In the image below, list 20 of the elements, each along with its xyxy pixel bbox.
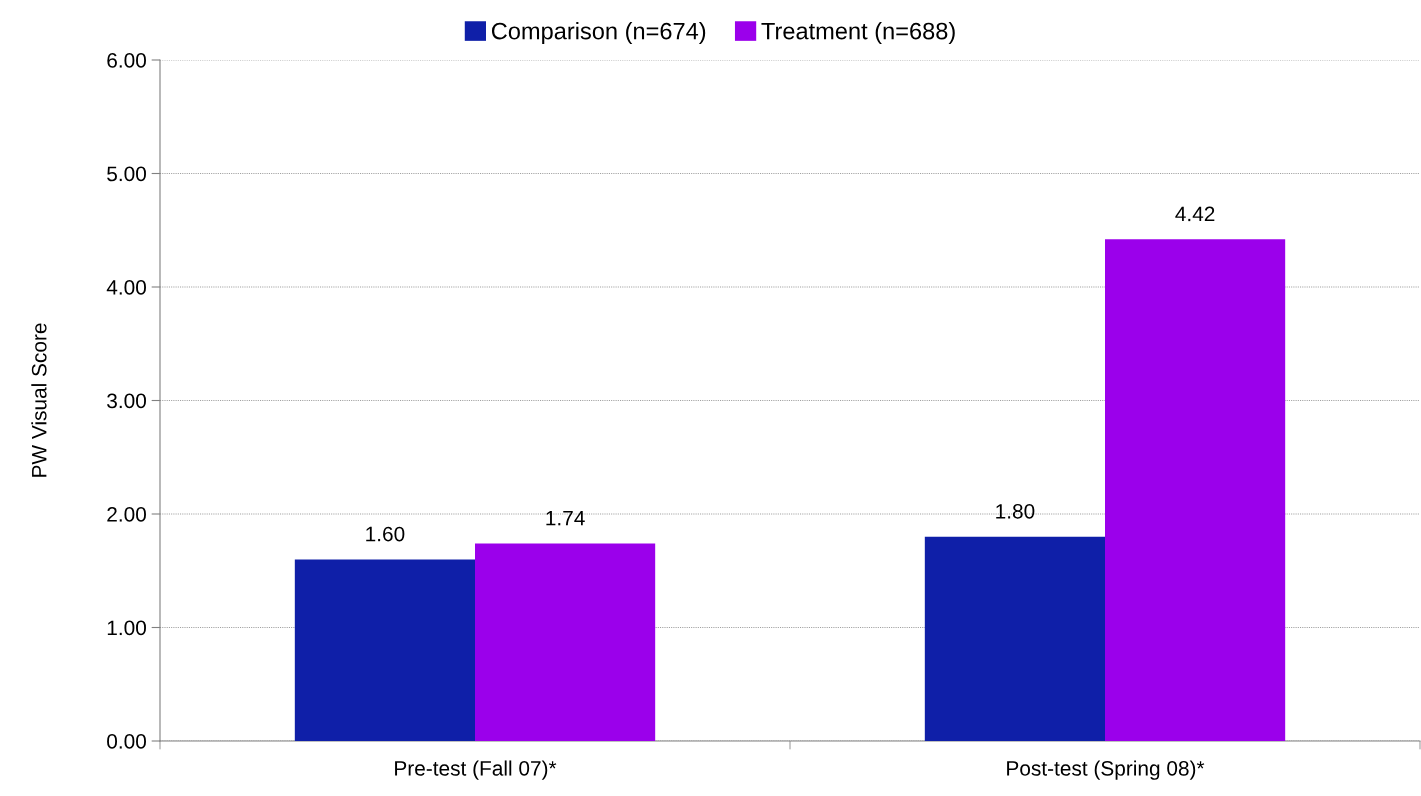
data-label: 1.80 bbox=[996, 503, 1035, 519]
x-tick-label: Pre-test (Fall 07)* bbox=[395, 760, 557, 780]
data-label: 1.60 bbox=[366, 526, 405, 542]
y-tick-label: 3.00 bbox=[107, 393, 146, 409]
bar bbox=[294, 559, 475, 741]
data-label: 4.42 bbox=[1175, 206, 1215, 222]
y-tick-label: 0.00 bbox=[107, 734, 146, 749]
bar bbox=[1105, 239, 1286, 741]
data-label: 1.74 bbox=[546, 510, 585, 526]
bar bbox=[924, 536, 1105, 741]
y-tick-label: 6.00 bbox=[107, 53, 146, 68]
y-tick-label: 4.00 bbox=[106, 280, 146, 295]
y-axis-title: PW Visual Score bbox=[31, 323, 47, 477]
legend-label: Treatment (n=688) bbox=[761, 22, 955, 45]
x-tick-label: Post-test (Spring 08)* bbox=[1007, 760, 1205, 780]
legend-label: Comparison (n=674) bbox=[491, 22, 706, 45]
y-tick-label: 1.00 bbox=[107, 620, 146, 636]
bar bbox=[475, 543, 656, 741]
y-tick-label: 2.00 bbox=[107, 507, 146, 522]
y-tick-label: 5.00 bbox=[107, 166, 146, 182]
